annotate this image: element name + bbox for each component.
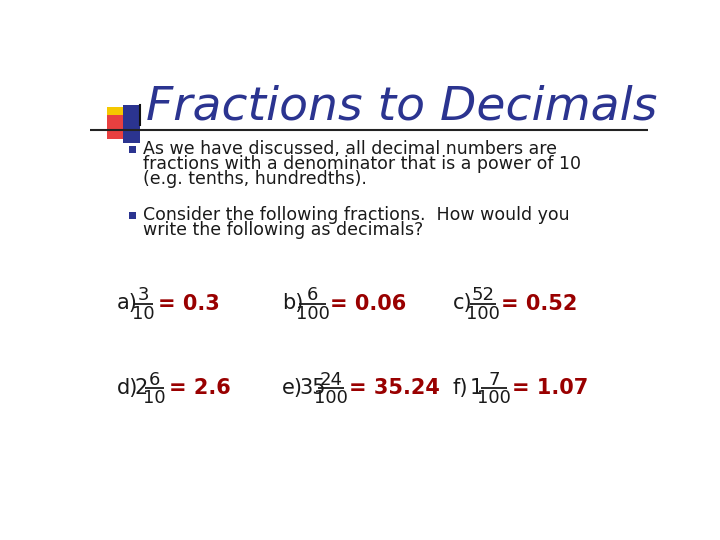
Text: 100: 100 <box>466 305 500 322</box>
Text: 10: 10 <box>143 389 166 407</box>
Text: 35: 35 <box>300 378 325 398</box>
Text: c): c) <box>453 294 472 314</box>
Text: = 1.07: = 1.07 <box>512 378 588 398</box>
Text: write the following as decimals?: write the following as decimals? <box>143 220 423 239</box>
Text: 6: 6 <box>149 371 161 389</box>
Bar <box>107 107 140 137</box>
Text: 100: 100 <box>295 305 329 322</box>
Bar <box>129 146 136 153</box>
Text: b): b) <box>282 294 304 314</box>
Text: 3: 3 <box>138 286 150 304</box>
Text: a): a) <box>117 294 138 314</box>
Text: Consider the following fractions.  How would you: Consider the following fractions. How wo… <box>143 206 570 224</box>
Text: f): f) <box>453 378 468 398</box>
Text: = 0.06: = 0.06 <box>330 294 407 314</box>
Text: 2: 2 <box>134 378 148 398</box>
Text: fractions with a denominator that is a power of 10: fractions with a denominator that is a p… <box>143 155 581 173</box>
Text: = 0.3: = 0.3 <box>158 294 220 314</box>
Bar <box>107 115 140 139</box>
Text: 24: 24 <box>320 371 343 389</box>
Bar <box>122 105 140 143</box>
Text: Fractions to Decimals: Fractions to Decimals <box>145 85 657 130</box>
Text: 100: 100 <box>477 389 510 407</box>
Text: = 0.52: = 0.52 <box>501 294 577 314</box>
Text: (e.g. tenths, hundredths).: (e.g. tenths, hundredths). <box>143 170 366 188</box>
Text: 6: 6 <box>307 286 318 304</box>
Text: = 35.24: = 35.24 <box>349 378 440 398</box>
Text: 7: 7 <box>488 371 500 389</box>
Text: As we have discussed, all decimal numbers are: As we have discussed, all decimal number… <box>143 140 557 159</box>
Text: e): e) <box>282 378 303 398</box>
Text: 52: 52 <box>472 286 495 304</box>
Bar <box>129 212 136 219</box>
Text: 100: 100 <box>314 389 348 407</box>
Text: = 2.6: = 2.6 <box>168 378 230 398</box>
Text: 10: 10 <box>132 305 155 322</box>
Text: 1: 1 <box>469 378 483 398</box>
Text: d): d) <box>117 378 138 398</box>
